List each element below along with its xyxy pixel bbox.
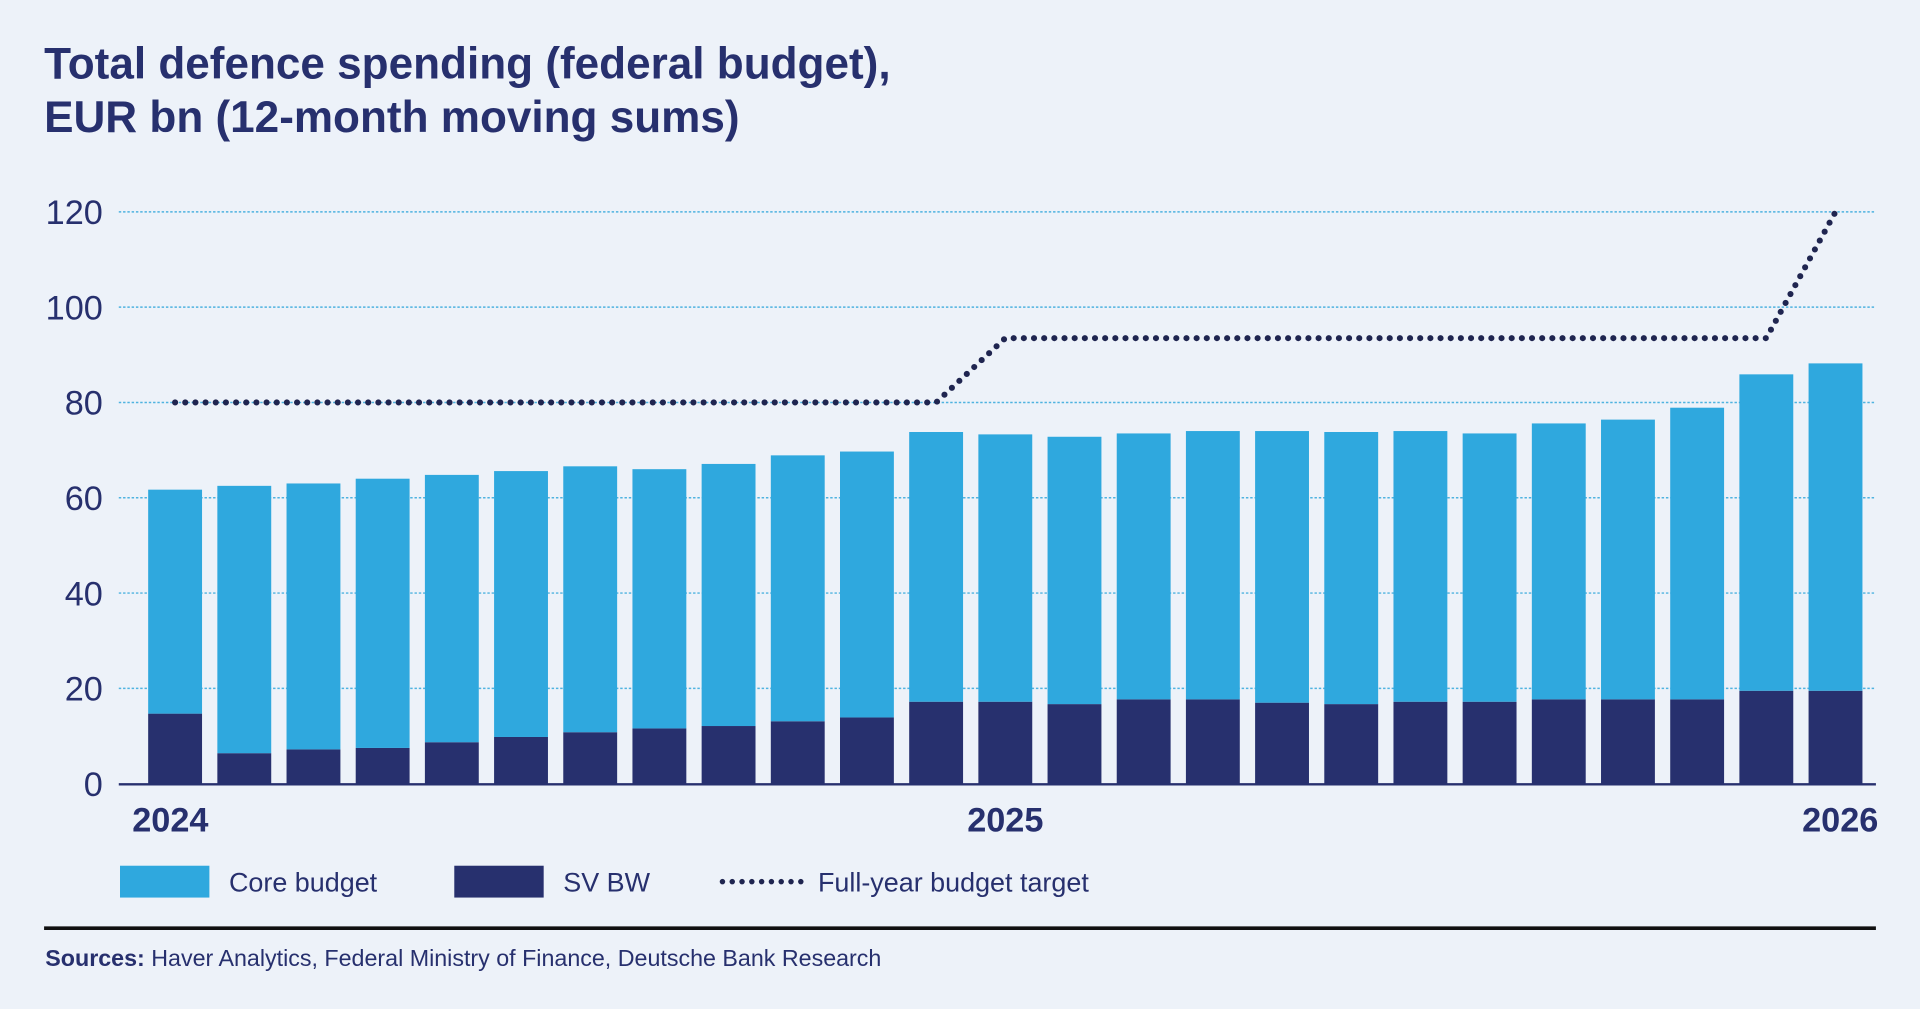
bar-core-budget <box>1255 431 1309 703</box>
bar-sv-bw <box>1047 704 1102 784</box>
bar-sv-bw <box>1670 699 1725 784</box>
bar-core-budget <box>494 471 548 737</box>
sources-label: Sources: <box>45 945 145 971</box>
bar-core-budget <box>632 469 687 729</box>
bar-sv-bw <box>286 749 341 784</box>
bar-sv-bw <box>1601 699 1655 784</box>
bar-sv-bw <box>909 701 964 784</box>
bar-core-budget <box>909 432 964 702</box>
bar-core-budget <box>148 489 203 714</box>
bar-core-budget <box>355 478 410 748</box>
x-tick-label: 2024 <box>132 801 208 839</box>
target-line <box>172 208 1839 406</box>
bar-sv-bw <box>424 742 479 784</box>
bar-sv-bw <box>1808 690 1863 784</box>
bar-sv-bw <box>1255 702 1309 784</box>
bar-sv-bw <box>494 736 548 784</box>
x-tick-label: 2026 <box>1802 801 1878 839</box>
bar-core-budget <box>1462 433 1517 702</box>
chart-title-line2: EUR bn (12-month moving sums) <box>44 93 739 142</box>
y-tick-label: 60 <box>65 480 103 518</box>
legend: Core budget SV BW Full-year budget targe… <box>120 865 1089 898</box>
bar-sv-bw <box>1185 699 1240 784</box>
bar-core-budget <box>1808 363 1863 691</box>
bar-core-budget <box>563 466 618 733</box>
bar-core-budget <box>217 485 272 754</box>
bar-core-budget <box>1601 419 1655 700</box>
target-line-path <box>172 208 1839 406</box>
bar-sv-bw <box>978 701 1033 784</box>
bar-sv-bw <box>1116 699 1171 784</box>
y-tick-label: 20 <box>65 671 103 709</box>
legend-label-sv-bw: SV BW <box>563 867 650 897</box>
bar-core-budget <box>1185 431 1240 700</box>
bar-sv-bw <box>770 721 825 784</box>
y-tick-label: 80 <box>65 385 103 423</box>
bar-core-budget <box>978 434 1033 702</box>
y-tick-label: 120 <box>46 194 103 232</box>
bar-sv-bw <box>701 726 756 784</box>
sources-text: Haver Analytics, Federal Ministry of Fin… <box>145 945 882 971</box>
bar-sv-bw <box>1324 704 1379 784</box>
bar-core-budget <box>1739 374 1794 691</box>
bar-core-budget <box>286 483 341 750</box>
bar-core-budget <box>1324 432 1379 705</box>
bar-core-budget <box>770 455 825 722</box>
sources-note: Sources: Haver Analytics, Federal Minist… <box>45 945 881 971</box>
bar-core-budget <box>1670 407 1725 700</box>
chart-title-line1: Total defence spending (federal budget), <box>44 39 891 88</box>
bar-sv-bw <box>1462 701 1517 784</box>
y-tick-label: 40 <box>65 575 103 613</box>
bar-core-budget <box>1047 436 1102 705</box>
bar-sv-bw <box>563 732 618 784</box>
legend-swatch-sv-bw <box>454 865 544 898</box>
legend-label-core: Core budget <box>229 867 378 897</box>
y-tick-label: 0 <box>84 766 103 804</box>
legend-label-target: Full-year budget target <box>818 867 1089 897</box>
bar-sv-bw <box>632 728 687 784</box>
x-tick-label: 2025 <box>967 801 1043 839</box>
bar-sv-bw <box>1393 701 1448 784</box>
bar-sv-bw <box>148 713 203 784</box>
bar-core-budget <box>1116 433 1171 700</box>
bars <box>148 363 1863 784</box>
legend-swatch-core <box>120 865 210 898</box>
bar-core-budget <box>840 451 894 718</box>
bar-sv-bw <box>1739 690 1794 784</box>
bar-core-budget <box>1393 431 1448 702</box>
y-tick-label: 100 <box>46 289 103 327</box>
x-tick-labels: 2024 2025 2026 <box>132 801 1878 839</box>
bar-sv-bw <box>1531 699 1586 784</box>
bar-core-budget <box>1531 423 1586 700</box>
bar-sv-bw <box>217 753 272 784</box>
bar-core-budget <box>424 474 479 743</box>
bar-sv-bw <box>355 747 410 784</box>
bar-core-budget <box>701 463 756 727</box>
bar-sv-bw <box>840 717 894 784</box>
